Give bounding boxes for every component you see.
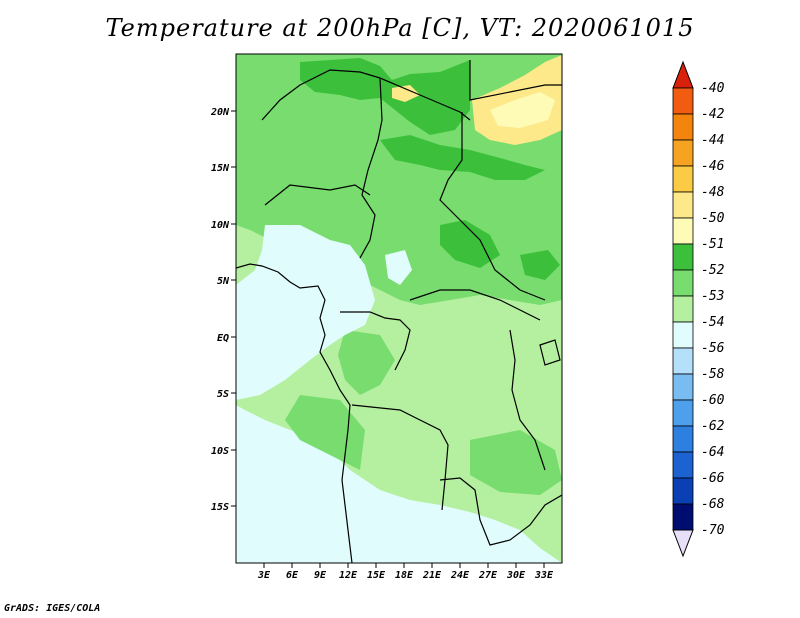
lon-label: 15E [367,570,386,581]
lat-label: 5S [217,389,229,400]
lon-label: 9E [314,570,327,581]
colorbar-label: -40 [701,81,725,96]
colorbar-segment [672,269,694,297]
field-warm-nw [392,85,420,102]
colorbar-label: -58 [701,367,725,382]
colorbar: -40 -42 -44 -46 -48 -50 -51 -52 -53 -54 -56 -58 -60 -… [672,60,725,558]
lat-label: EQ [217,333,229,344]
colorbar-segment [672,399,694,427]
border-line-8 [409,289,541,321]
colorbar-segment [672,295,694,323]
field-dark-green-e [520,250,560,280]
colorbar-label: -52 [701,263,725,278]
border-line-4 [264,184,371,206]
border-line-9 [509,329,546,471]
field-mid-green-south [338,330,395,395]
border-line-5 [340,311,411,371]
colorbar-segment [672,165,694,193]
lat-label: 20N [210,107,230,118]
colorbar-segment [672,139,694,167]
colorbar-segment [672,217,694,245]
colorbar-label: -50 [701,211,725,226]
colorbar-segment [672,347,694,375]
map-frame [235,53,563,564]
lon-label: 24E [450,570,470,581]
lat-axis: 20N 15N 10N 5N EQ 5S 10S 15S [210,107,236,513]
colorbar-label: -53 [701,289,724,304]
colorbar-label: -56 [701,341,725,356]
lat-label: 10S [211,446,229,457]
lon-label: 30E [506,570,526,581]
coastline-west-africa [236,263,353,563]
colorbar-segment [672,503,694,531]
colorbar-label: -64 [701,445,724,460]
colorbar-label: -54 [701,315,724,330]
colorbar-label: -60 [701,393,725,408]
field-mid-green-se [470,430,562,495]
temperature-field [236,54,562,563]
field-dark-green-c [440,220,500,268]
map-title: Temperature at 200hPa [C], VT: 202006101… [105,14,695,42]
lon-label: 21E [422,570,442,581]
lon-label: 12E [339,570,358,581]
colorbar-segment [672,191,694,219]
lon-label: 6E [286,570,299,581]
colorbar-label: -68 [701,497,725,512]
colorbar-label: -42 [701,107,725,122]
colorbar-bottom-triangle [672,529,694,558]
border-line-1 [261,69,471,121]
field-warm-ne2 [490,92,555,128]
colorbar-segment [672,113,694,141]
lon-label: 27E [478,570,498,581]
lat-label: 10N [211,220,230,231]
colorbar-top-triangle [672,60,694,89]
colorbar-label: -62 [701,419,725,434]
colorbar-label: -44 [701,133,724,148]
colorbar-segment [672,87,694,115]
lat-label: 5N [217,276,230,287]
colorbar-segment [672,321,694,349]
colorbar-label: -70 [701,523,725,538]
colorbar-segment [672,477,694,505]
colorbar-segment [672,373,694,401]
field-dark-green-n1 [300,58,470,135]
border-line-7 [439,477,562,546]
colorbar-label: -66 [701,471,725,486]
lake-line [539,339,561,366]
lon-label: 18E [395,570,414,581]
colorbar-segment [672,451,694,479]
border-line-10 [469,60,562,101]
lon-axis: 3E 6E 9E 12E 15E 18E 21E 24E 27E 30E 33E [257,563,554,581]
lat-label: 15N [211,163,230,174]
colorbar-segment [672,243,694,271]
lat-label: 15S [211,502,229,513]
coastline-and-borders [236,60,562,563]
border-line-3 [439,112,546,301]
lon-label: 3E [257,570,271,581]
lon-label: 33E [534,570,554,581]
colorbar-label: -46 [701,159,725,174]
field-cold-patch [385,250,412,285]
colorbar-label: -48 [701,185,725,200]
colorbar-label: -51 [701,237,724,252]
border-line-2 [359,77,383,259]
colorbar-segment [672,425,694,453]
grads-credit: GrADS: IGES/COLA [4,603,101,614]
